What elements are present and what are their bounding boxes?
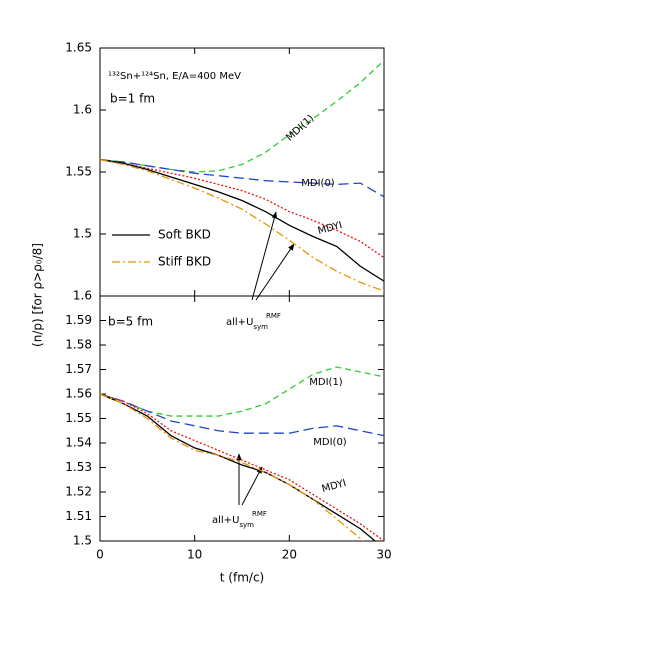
arrow-sup: RMF bbox=[266, 312, 281, 320]
y-tick-label: 1.56 bbox=[65, 387, 92, 401]
arrow-text: all+U bbox=[212, 515, 239, 526]
top-frame bbox=[99, 47, 385, 297]
y-tick-label: 1.55 bbox=[65, 411, 92, 425]
y-tick-label: 1.58 bbox=[65, 338, 92, 352]
y-tick-label: 1.65 bbox=[65, 41, 92, 55]
series-line bbox=[100, 393, 377, 541]
y-tick-label: 1.53 bbox=[65, 460, 92, 474]
arrow-sup: RMF bbox=[252, 510, 267, 518]
arrow bbox=[241, 466, 263, 506]
arrow-label: all+Usym RMF bbox=[226, 312, 281, 331]
series-line bbox=[100, 158, 384, 198]
curve-label: MDI(1) bbox=[309, 377, 343, 388]
plot-area bbox=[100, 59, 384, 292]
x-tick-label: 10 bbox=[187, 548, 202, 562]
series-line bbox=[100, 59, 384, 173]
series-line bbox=[100, 158, 384, 282]
series-line bbox=[100, 393, 384, 437]
curve-label: MDYI bbox=[317, 220, 344, 237]
curve-label: MDI(0) bbox=[313, 437, 347, 448]
x-tick-label: 30 bbox=[376, 548, 391, 562]
impact-label: b=1 fm bbox=[110, 92, 155, 106]
arrow-sub: sym bbox=[253, 323, 268, 331]
series-line bbox=[100, 393, 364, 541]
arrow bbox=[255, 243, 295, 301]
legend-label: Stiff BKD bbox=[158, 255, 211, 269]
arrow-sub: sym bbox=[239, 521, 254, 529]
y-tick-label: 1.6 bbox=[73, 289, 92, 303]
series-line bbox=[100, 393, 384, 541]
y-tick-label: 1.55 bbox=[65, 165, 92, 179]
y-tick-label: 1.54 bbox=[65, 436, 92, 450]
curve-label: MDI(1) bbox=[284, 113, 316, 144]
arrows bbox=[236, 211, 295, 506]
series-line bbox=[100, 158, 384, 292]
arrow bbox=[251, 211, 278, 301]
plot-area bbox=[100, 366, 384, 541]
y-tick-label: 1.57 bbox=[65, 362, 92, 376]
arrow-label: all+Usym RMF bbox=[212, 510, 267, 529]
curve-label: MDYI bbox=[321, 478, 348, 495]
x-tick-label: 0 bbox=[96, 548, 104, 562]
legend-label: Soft BKD bbox=[158, 228, 211, 242]
reaction-label: ¹³²Sn+¹²⁴Sn, E/A=400 MeV bbox=[108, 71, 241, 82]
y-tick-label: 1.51 bbox=[65, 509, 92, 523]
y-tick-label: 1.5 bbox=[73, 227, 92, 241]
y-axis-label: (n/p) [for ρ>ρ₀/8] bbox=[31, 243, 45, 347]
impact-label: b=5 fm bbox=[108, 315, 153, 329]
curve-label: MDI(0) bbox=[301, 178, 335, 189]
y-tick-label: 1.5 bbox=[73, 534, 92, 548]
y-tick-label: 1.6 bbox=[73, 103, 92, 117]
y-tick-label: 1.59 bbox=[65, 313, 92, 327]
x-tick-label: 20 bbox=[282, 548, 297, 562]
y-tick-label: 1.52 bbox=[65, 485, 92, 499]
arrow-text: all+U bbox=[226, 317, 253, 328]
series-line bbox=[100, 158, 384, 259]
x-axis-label: t (fm/c) bbox=[220, 571, 264, 585]
